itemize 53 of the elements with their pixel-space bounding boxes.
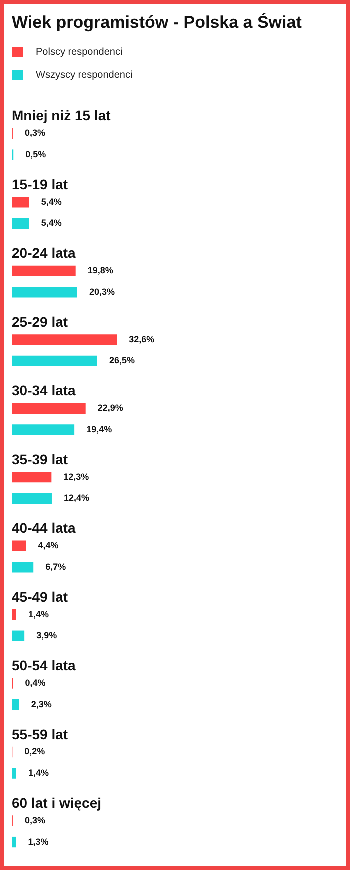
bar bbox=[12, 472, 52, 483]
data-label: 0,5% bbox=[26, 150, 46, 160]
data-label: 32,6% bbox=[129, 334, 155, 344]
data-label: 2,3% bbox=[31, 699, 52, 710]
bar bbox=[12, 630, 25, 642]
bar bbox=[12, 287, 78, 298]
data-label: 3,9% bbox=[36, 630, 58, 641]
bar bbox=[12, 768, 17, 779]
bar bbox=[12, 334, 118, 346]
data-label: 5,4% bbox=[41, 218, 62, 228]
y-tick-label: 50-54 lata bbox=[12, 658, 76, 674]
data-label: 22,9% bbox=[98, 403, 124, 414]
y-tick-label: 60 lat i więcej bbox=[12, 794, 102, 811]
bar bbox=[12, 540, 26, 552]
data-label: 0,3% bbox=[24, 815, 46, 826]
bar bbox=[12, 266, 76, 276]
bar bbox=[12, 700, 20, 710]
data-label: 5,4% bbox=[41, 196, 62, 207]
y-tick-label: 25-29 lat bbox=[12, 314, 68, 330]
bar bbox=[12, 197, 30, 208]
data-label: 26,5% bbox=[109, 356, 135, 366]
data-label: 0,3% bbox=[24, 128, 46, 138]
data-label: 19,4% bbox=[86, 424, 112, 434]
y-tick-label: 35-39 lat bbox=[12, 451, 68, 468]
bar bbox=[12, 403, 86, 414]
bar bbox=[12, 218, 30, 230]
data-label: 0,2% bbox=[24, 746, 46, 757]
data-label: 6,7% bbox=[46, 562, 66, 572]
data-label: 12,4% bbox=[64, 493, 90, 504]
bar bbox=[12, 493, 52, 504]
data-label: 19,8% bbox=[88, 266, 114, 276]
y-tick-label: 15-19 lat bbox=[12, 176, 68, 192]
data-label: 12,3% bbox=[64, 472, 90, 482]
data-label: 20,3% bbox=[89, 286, 115, 297]
legend-label: Polscy respondenci bbox=[36, 46, 123, 58]
y-tick-label: Mniej niż 15 lat bbox=[12, 108, 112, 124]
data-label: 1,4% bbox=[28, 768, 50, 778]
data-label: 1,3% bbox=[28, 836, 49, 847]
legend-label: Wszyscy respondenci bbox=[36, 70, 133, 81]
y-tick-label: 20-24 lata bbox=[12, 245, 76, 262]
bar bbox=[12, 562, 34, 573]
bar bbox=[12, 424, 75, 436]
bar bbox=[12, 836, 16, 848]
text: Wiek programistów - Polska a Świat bbox=[12, 12, 302, 32]
data-label: 4,4% bbox=[38, 540, 59, 551]
data-label: 0,4% bbox=[25, 678, 46, 688]
y-tick-label: 30-34 lata bbox=[12, 382, 76, 399]
data-label: 1,4% bbox=[28, 609, 50, 620]
bar bbox=[12, 609, 17, 620]
y-tick-label: 45-49 lat bbox=[12, 588, 68, 605]
y-tick-label: 40-44 lata bbox=[12, 520, 76, 536]
y-tick-label: 55-59 lat bbox=[12, 726, 68, 742]
bar bbox=[12, 356, 98, 367]
